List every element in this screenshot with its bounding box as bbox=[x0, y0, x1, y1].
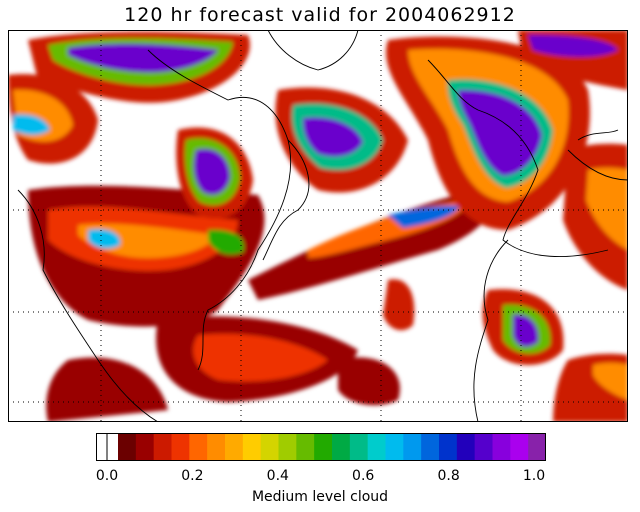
colorbar-swatch bbox=[349, 433, 369, 461]
graticule bbox=[8, 30, 628, 422]
colorbar-swatch bbox=[474, 433, 493, 461]
colorbar-tick-label: 0.2 bbox=[181, 468, 204, 484]
colorbar-swatch bbox=[153, 433, 172, 461]
chart-title: 120 hr forecast valid for 2004062912 bbox=[124, 4, 516, 26]
colorbar-swatch bbox=[385, 433, 404, 461]
colorbar-frame bbox=[96, 433, 546, 461]
colorbar-tick-label: 0.8 bbox=[437, 468, 460, 484]
map-frame bbox=[8, 30, 628, 422]
colorbar-swatch bbox=[225, 433, 244, 461]
colorbar-swatch bbox=[492, 433, 511, 461]
colorbar-swatch bbox=[242, 433, 262, 461]
colorbar-swatch bbox=[510, 433, 529, 461]
colorbar-swatch bbox=[456, 433, 476, 461]
colorbar-swatch bbox=[135, 433, 155, 461]
colorbar bbox=[96, 433, 546, 461]
colorbar-tick-label: 0.4 bbox=[266, 468, 289, 484]
colorbar-swatch bbox=[189, 433, 208, 461]
colorbar-swatch bbox=[528, 433, 546, 461]
colorbar-tick-label: 0.6 bbox=[352, 468, 375, 484]
colorbar-swatch bbox=[207, 433, 226, 461]
cloud-map bbox=[8, 30, 628, 422]
colorbar-swatch bbox=[118, 433, 137, 461]
colorbar-swatch bbox=[260, 433, 279, 461]
colorbar-title: Medium level cloud bbox=[251, 489, 389, 505]
colorbar-swatch bbox=[332, 433, 351, 461]
colorbar-swatch bbox=[171, 433, 190, 461]
colorbar-swatch bbox=[367, 433, 386, 461]
colorbar-swatch bbox=[278, 433, 297, 461]
colorbar-tick-label: 1.0 bbox=[522, 468, 546, 484]
colorbar-swatch bbox=[439, 433, 458, 461]
colorbar-swatch bbox=[314, 433, 333, 461]
colorbar-swatch bbox=[403, 433, 422, 461]
colorbar-swatch bbox=[296, 433, 315, 461]
colorbar-tick-label: 0.0 bbox=[95, 468, 119, 484]
cloud-field bbox=[8, 30, 628, 422]
colorbar-swatch bbox=[421, 433, 440, 461]
